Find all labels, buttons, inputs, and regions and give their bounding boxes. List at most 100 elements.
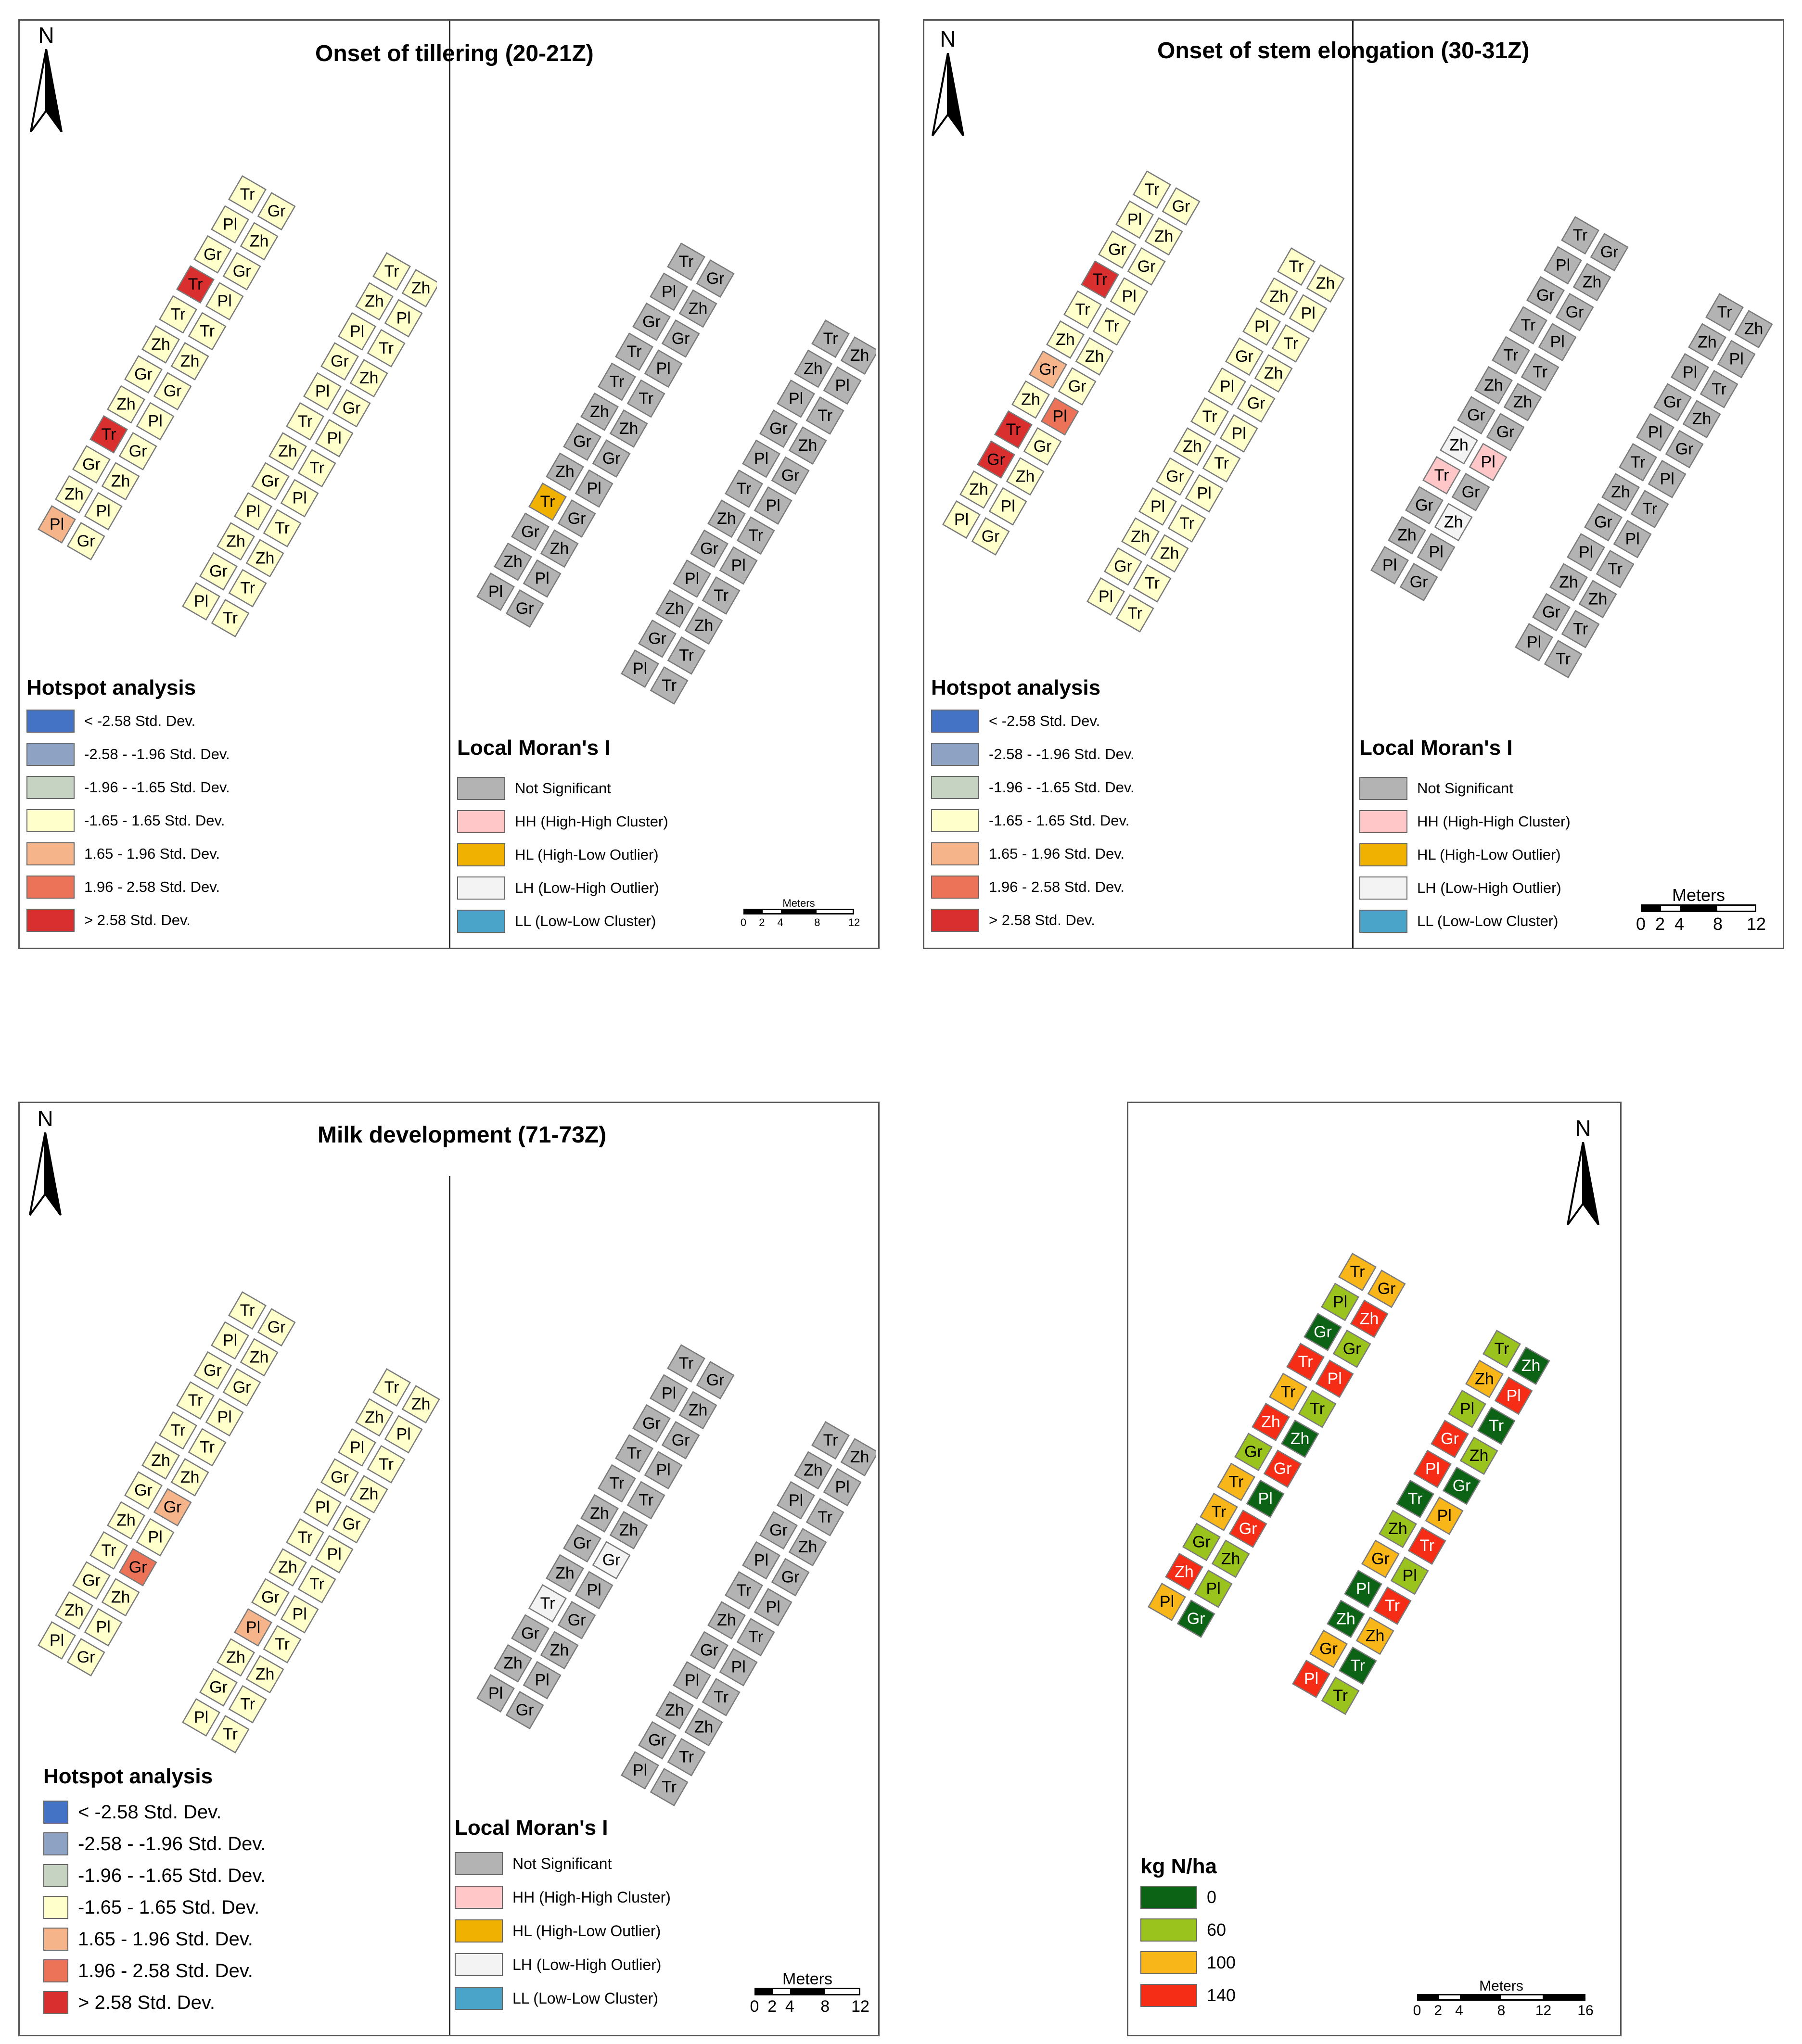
plot-cell	[257, 1308, 296, 1347]
plot-cell	[1029, 350, 1067, 389]
plot-label: Tr	[384, 262, 399, 280]
legend-label: -1.65 - 1.65 Std. Dev.	[989, 812, 1130, 829]
hotspot-legend: Hotspot analysis < -2.58 Std. Dev. -2.58 …	[43, 1765, 409, 2029]
plot-cell	[1448, 1389, 1486, 1428]
plot-label: Tr	[818, 406, 832, 425]
plot-label: Pl	[1001, 497, 1015, 516]
legend-swatch	[455, 1852, 503, 1875]
plot-label: Gr	[1453, 1477, 1471, 1495]
plot-block-b: Gr	[771, 1558, 810, 1597]
plot-block-a: Gr	[557, 1600, 596, 1639]
legend-swatch	[26, 809, 75, 832]
plot-block-b: Pl	[338, 1428, 376, 1467]
plot-cell	[1422, 456, 1461, 495]
scale-segment	[1501, 1995, 1543, 1999]
plot-block-a: Tr	[159, 295, 197, 334]
plot-cell	[124, 355, 163, 394]
plot-label: Tr	[748, 526, 763, 545]
plot-cell	[268, 432, 307, 471]
legend-item: 60	[1140, 1918, 1226, 1942]
scale-segment	[824, 1989, 859, 1994]
plot-label: Pl	[1258, 1490, 1273, 1508]
plot-label: Gr	[672, 1431, 690, 1449]
plot-cell	[840, 1438, 879, 1477]
plot-label: Tr	[1642, 500, 1657, 518]
scale-segment	[1419, 1995, 1439, 1999]
plot-label: Zh	[850, 1448, 869, 1466]
moran-legend: Local Moran's I Not Significant HH (High-…	[455, 1816, 753, 2018]
plot-label: Tr	[714, 1688, 728, 1706]
plot-cell	[661, 319, 700, 358]
plot-cell	[199, 552, 238, 591]
plot-block-b: Zh	[355, 282, 394, 321]
plot-block-a: Zh	[546, 1554, 584, 1593]
plot-cell	[667, 636, 706, 675]
plot-label: Gr	[1594, 513, 1612, 532]
plot-block-a: Gr	[72, 1561, 111, 1600]
plot-block-b: Gr	[771, 456, 810, 495]
plot-cell	[1630, 490, 1669, 529]
plot-cell	[1474, 366, 1513, 405]
plot-label: Zh	[151, 1451, 170, 1470]
plot-label: Zh	[1559, 573, 1578, 591]
plot-block-a: Zh	[1006, 457, 1045, 496]
scale-bar: Meters 0 2 4 8 12	[750, 1970, 869, 2023]
legend-item: > 2.58 Std. Dev.	[931, 909, 1095, 932]
plot-label: Pl	[731, 557, 746, 575]
panel-divider	[449, 21, 450, 948]
plot-cell	[505, 589, 544, 628]
plot-cell	[257, 192, 296, 231]
plot-label: Pl	[633, 1761, 647, 1779]
plot-label: Pl	[1683, 363, 1697, 381]
plot-block-a: Pl	[38, 1621, 76, 1660]
plot-block-a: Gr	[1176, 1600, 1215, 1638]
plot-block-b: Gr	[199, 1668, 238, 1707]
plot-block-b: Tr	[667, 636, 706, 675]
plot-cell	[1208, 367, 1246, 406]
plot-label: Gr	[769, 1521, 788, 1539]
scale-bar: Meters 0 2 4 8 12	[1636, 885, 1766, 938]
legend-item: 1.65 - 1.96 Std. Dev.	[43, 1928, 253, 1951]
legend-item: LL (Low-Low Cluster)	[457, 910, 656, 933]
plot-cell	[1459, 1436, 1498, 1475]
scale-title: Meters	[782, 897, 815, 909]
plot-label: Pl	[535, 570, 550, 588]
plot-label: Zh	[1513, 393, 1533, 411]
scale-segment	[1642, 905, 1661, 911]
plot-cell	[1561, 216, 1599, 255]
legend-label: -2.58 - -1.96 Std. Dev.	[84, 746, 230, 762]
plot-cell	[211, 1715, 250, 1753]
plot-cell	[650, 272, 688, 311]
plot-block-a: Gr	[1182, 1523, 1221, 1562]
plot-label: Gr	[642, 1414, 661, 1433]
plot-cell	[1544, 640, 1583, 678]
legend-label: Not Significant	[1417, 780, 1513, 797]
plot-cell	[263, 508, 302, 547]
plot-cell	[1269, 1372, 1307, 1411]
plot-label: Zh	[555, 463, 575, 481]
plot-label: Pl	[96, 502, 111, 521]
plot-cell	[1315, 1359, 1354, 1398]
plot-label: Pl	[1579, 543, 1593, 561]
plot-label: Pl	[766, 496, 780, 515]
moran-legend: Local Moran's I Not Significant HH (High-…	[1359, 736, 1658, 943]
plot-block-b: Zh	[1465, 1359, 1504, 1398]
plot-label: Pl	[662, 282, 676, 301]
plot-label: Pl	[1301, 304, 1316, 322]
plot-block-b: Tr	[228, 1685, 267, 1724]
plot-cell	[107, 1501, 145, 1540]
plot-cell	[1373, 1586, 1412, 1625]
plot-block-b: Tr	[667, 1738, 706, 1777]
scale-tick-label: 4	[1674, 914, 1685, 934]
plot-label: Tr	[540, 493, 555, 511]
plot-block-a: Tr	[89, 1531, 128, 1570]
plot-block-b: Zh	[1459, 1436, 1498, 1475]
legend-item: < -2.58 Std. Dev.	[931, 710, 1100, 733]
plot-block-a: Gr	[1098, 230, 1137, 269]
plot-label: Pl	[223, 1331, 237, 1349]
legend-item: -2.58 - -1.96 Std. Dev.	[931, 743, 1135, 766]
plot-cell	[557, 499, 596, 538]
plot-cell	[1572, 263, 1611, 302]
plot-cell	[1202, 444, 1241, 483]
plot-label: Gr	[164, 382, 182, 400]
